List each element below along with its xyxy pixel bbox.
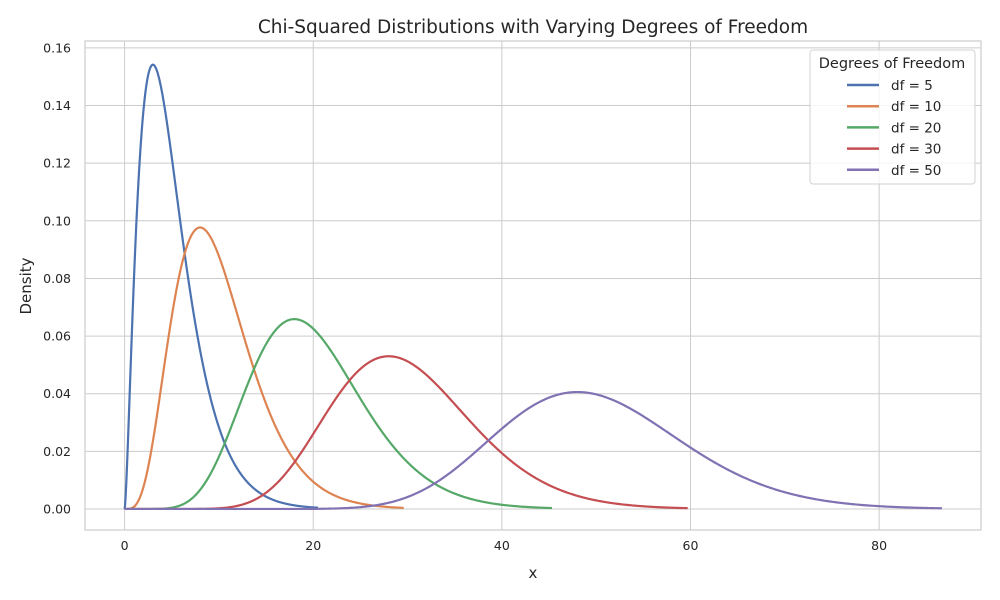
- y-tick-label: 0.00: [43, 501, 71, 516]
- y-tick-label: 0.04: [43, 386, 71, 401]
- legend: Degrees of Freedom df = 5 df = 10 df = 20 d…: [809, 49, 976, 185]
- y-tick-label: 0.12: [43, 156, 71, 171]
- x-ticks: 0 20 40 60 80: [121, 538, 888, 553]
- y-tick-label: 0.10: [43, 213, 71, 228]
- legend-label: df = 20: [891, 120, 941, 136]
- y-tick-label: 0.14: [43, 98, 71, 113]
- legend-label: df = 5: [891, 78, 933, 94]
- legend-box: [809, 49, 976, 185]
- x-tick-label: 0: [121, 538, 129, 553]
- series-line-df-30: [124, 355, 688, 511]
- y-tick-label: 0.06: [43, 329, 71, 344]
- x-tick-label: 80: [871, 538, 887, 553]
- legend-title: Degrees of Freedom: [819, 56, 966, 72]
- y-ticks: 0.00 0.02 0.04 0.06 0.08 0.10 0.12 0.14 0.16: [43, 40, 71, 516]
- series-line-df-5: [123, 63, 319, 510]
- x-tick-label: 40: [494, 538, 510, 553]
- series-lines: [123, 63, 942, 511]
- legend-label: df = 50: [891, 163, 941, 179]
- legend-label: df = 10: [891, 99, 941, 115]
- y-tick-label: 0.16: [43, 40, 71, 55]
- y-axis-label: Density: [17, 257, 35, 314]
- x-tick-label: 60: [683, 538, 699, 553]
- y-tick-label: 0.08: [43, 271, 71, 286]
- x-axis-label: x: [529, 564, 538, 582]
- chart-title: Chi-Squared Distributions with Varying D…: [258, 17, 808, 38]
- series-line-df-20: [124, 318, 553, 511]
- y-tick-label: 0.02: [43, 444, 71, 459]
- plot-frame: [84, 40, 982, 531]
- series-line-df-10: [124, 226, 405, 511]
- x-tick-label: 20: [305, 538, 321, 553]
- legend-label: df = 30: [891, 142, 941, 158]
- series-line-df-50: [124, 390, 942, 511]
